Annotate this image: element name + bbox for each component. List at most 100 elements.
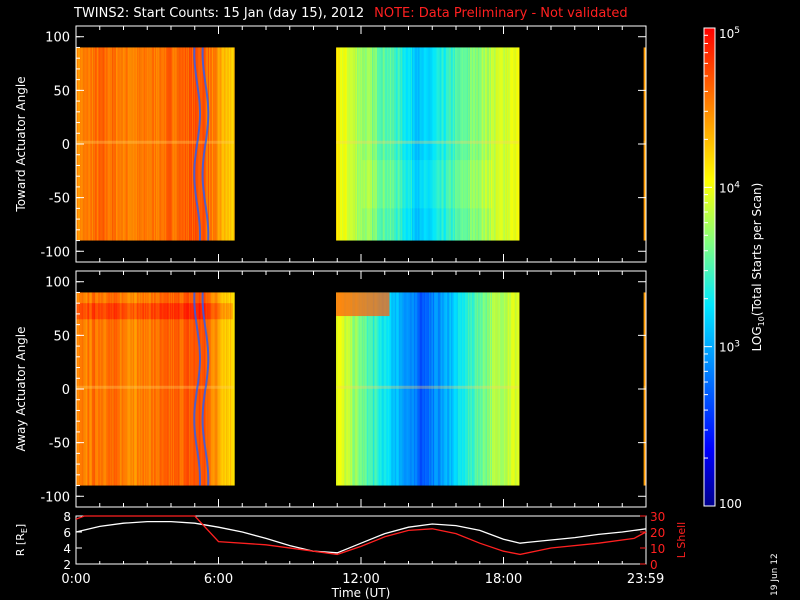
heatmap-band — [377, 160, 380, 209]
heatmap-band — [451, 160, 454, 209]
heatmap-cell — [486, 292, 488, 486]
heatmap-cell — [214, 47, 216, 241]
heatmap-cell — [224, 47, 226, 241]
heatmap-cell — [117, 47, 120, 241]
heatmap-band — [123, 303, 125, 320]
heatmap-cell — [490, 292, 493, 486]
heatmap-band — [195, 303, 197, 320]
heatmap-cell — [123, 47, 125, 241]
heatmap-cell — [218, 47, 220, 241]
heatmap-band — [426, 160, 428, 209]
heatmap-cell — [222, 47, 224, 241]
heatmap-band — [226, 303, 228, 320]
heatmap-band — [103, 303, 105, 320]
heatmap-cell — [108, 47, 110, 241]
heatmap-cell — [160, 47, 162, 241]
heatmap-cell — [215, 292, 217, 486]
heatmap-cell — [489, 47, 492, 241]
heatmap-band — [128, 303, 130, 320]
heatmap-band — [404, 160, 406, 209]
heatmap-band — [93, 303, 95, 320]
heatmap-cell — [168, 47, 170, 241]
heatmap-cell — [223, 47, 225, 241]
heatmap-cell — [474, 292, 477, 486]
heatmap-cell — [379, 47, 382, 241]
heatmap-band — [117, 303, 120, 320]
heatmap-cell — [223, 292, 225, 486]
heatmap-band — [83, 303, 85, 320]
heatmap-band — [451, 160, 453, 209]
heatmap-band — [432, 160, 434, 209]
heatmap-cell — [225, 47, 227, 241]
heatmap-cell — [156, 292, 158, 486]
heatmap-cell — [166, 292, 168, 486]
heatmap-band — [178, 303, 180, 320]
heatmap-band — [121, 303, 123, 320]
heatmap-cell — [119, 47, 121, 241]
heatmap-band — [97, 303, 100, 320]
heatmap-band — [120, 303, 122, 320]
heatmap-band — [186, 303, 188, 320]
heatmap-band — [91, 303, 93, 320]
heatmap-cell — [420, 292, 422, 486]
heatmap-cell — [152, 292, 154, 486]
heatmap-cell — [226, 292, 228, 486]
heatmap-band — [208, 303, 210, 320]
heatmap-cell — [141, 292, 143, 486]
orbit-ytick-right-label: 0 — [650, 558, 658, 572]
heatmap-cell — [171, 292, 174, 486]
heatmap-band — [98, 303, 101, 320]
heatmap-band — [369, 160, 371, 209]
heatmap-band — [150, 303, 152, 320]
heatmap-cell — [496, 292, 498, 486]
heatmap-band — [402, 160, 404, 209]
heatmap-cell — [207, 47, 209, 241]
heatmap-cell — [477, 292, 479, 486]
heatmap-band — [118, 303, 120, 320]
heatmap-cell — [451, 292, 454, 486]
heatmap-cell — [214, 292, 216, 486]
heatmap-band — [196, 303, 198, 320]
heatmap-cell — [413, 47, 415, 241]
heatmap-cell — [517, 47, 519, 241]
heatmap-cell — [87, 292, 89, 486]
heatmap-cell — [473, 292, 476, 486]
heatmap-cell — [206, 47, 208, 241]
heatmap-cell — [98, 47, 101, 241]
heatmap-band — [439, 160, 441, 209]
heatmap-cell — [477, 47, 479, 241]
heatmap-cell — [387, 292, 389, 486]
heatmap-cell — [91, 292, 93, 486]
heatmap-cell — [515, 47, 517, 241]
heatmap-cell — [475, 292, 477, 486]
heatmap-cell — [485, 47, 487, 241]
heatmap-band — [375, 160, 378, 209]
heatmap-cell — [110, 47, 112, 241]
heatmap-cell — [338, 292, 341, 486]
heatmap-band — [481, 160, 483, 209]
heatmap-cell — [106, 292, 108, 486]
heatmap-band — [424, 160, 426, 209]
heatmap-cell — [506, 47, 508, 241]
heatmap-cell — [353, 47, 355, 241]
heatmap-band — [223, 303, 225, 320]
heatmap-cell — [347, 292, 349, 486]
heatmap-cell — [489, 292, 491, 486]
heatmap-cell — [340, 47, 343, 241]
heatmap-band — [401, 160, 403, 209]
heatmap-band — [447, 160, 449, 209]
heatmap-band — [192, 303, 195, 320]
heatmap-band — [225, 303, 227, 320]
heatmap-cell — [143, 292, 145, 486]
heatmap-band — [489, 160, 492, 209]
heatmap-cell — [88, 47, 90, 241]
heatmap-cell — [429, 47, 431, 241]
heatmap-band — [464, 160, 466, 209]
heatmap-band — [453, 160, 456, 209]
heatmap-cell — [190, 47, 193, 241]
heatmap-cell — [424, 292, 426, 486]
heatmap-cell — [404, 47, 406, 241]
heatmap-cell — [85, 292, 87, 486]
heatmap-cell — [216, 47, 218, 241]
heatmap-cell — [229, 47, 232, 241]
